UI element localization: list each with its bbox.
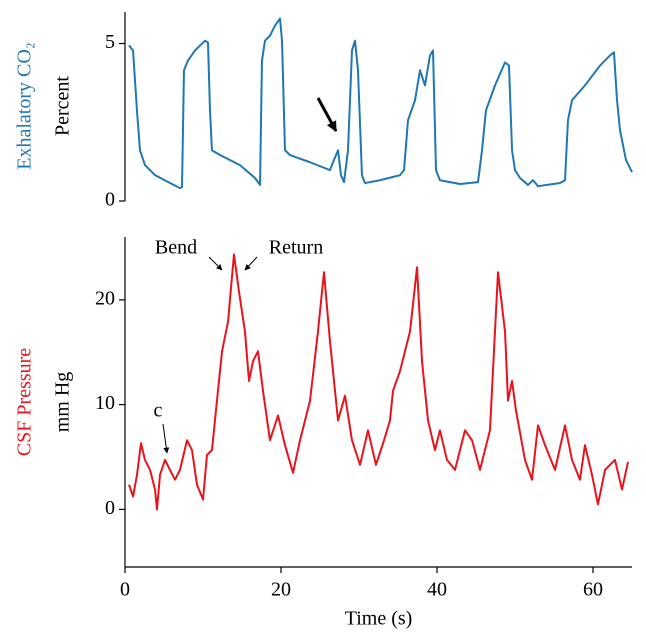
y-axis-label: Exhalatory CO₂ [14,42,36,170]
x-tick-label: 20 [271,579,291,601]
y-axis-unit: Percent [52,76,74,136]
y-tick-label: 0 [105,497,115,519]
y-axis-label: CSF Pressure [14,348,36,456]
data-line [128,17,633,190]
x-tick-label: 40 [427,579,447,601]
arrow [208,256,223,271]
x-axis-label: Time (s) [345,608,413,630]
y-tick-label: 5 [105,31,115,53]
annotation: c [154,400,163,422]
annotation: Bend [155,237,197,259]
y-tick-label: 20 [95,287,115,309]
x-tick-label: 60 [583,579,603,601]
arrow [162,423,170,454]
annotation: Return [269,237,323,259]
arrow [316,97,338,132]
y-tick-label: 0 [105,189,115,211]
arrow [244,256,258,271]
y-axis-unit: mm Hg [52,372,74,433]
x-tick-label: 0 [120,579,130,601]
y-tick-label: 10 [95,392,115,414]
data-line [128,253,629,511]
